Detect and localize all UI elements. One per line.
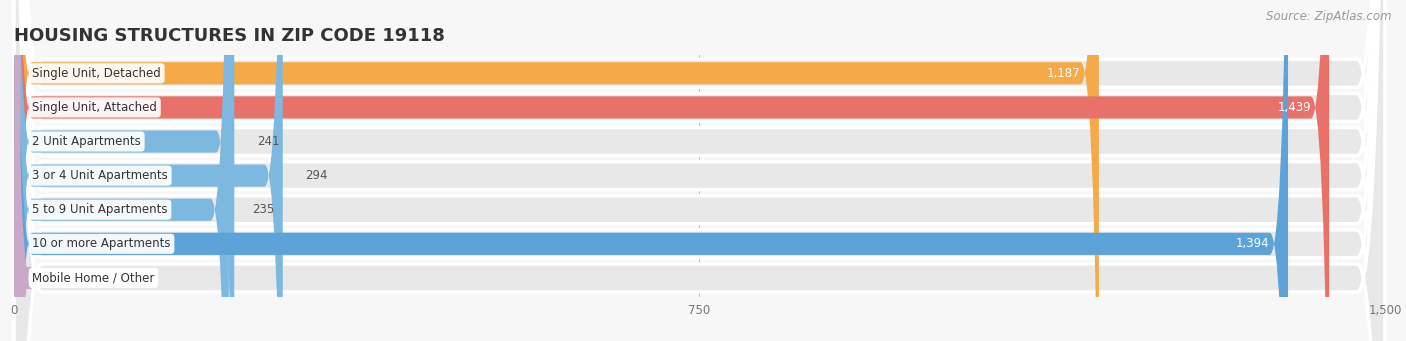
Text: 3 or 4 Unit Apartments: 3 or 4 Unit Apartments xyxy=(32,169,169,182)
Text: Single Unit, Attached: Single Unit, Attached xyxy=(32,101,157,114)
Text: 1,394: 1,394 xyxy=(1236,237,1270,250)
Text: Source: ZipAtlas.com: Source: ZipAtlas.com xyxy=(1267,10,1392,23)
Text: 5 to 9 Unit Apartments: 5 to 9 Unit Apartments xyxy=(32,203,167,216)
Text: 2 Unit Apartments: 2 Unit Apartments xyxy=(32,135,141,148)
FancyBboxPatch shape xyxy=(14,0,1385,341)
Text: 235: 235 xyxy=(252,203,274,216)
FancyBboxPatch shape xyxy=(14,0,1385,341)
FancyBboxPatch shape xyxy=(14,0,1099,341)
Text: 7: 7 xyxy=(44,271,51,284)
Text: 10 or more Apartments: 10 or more Apartments xyxy=(32,237,172,250)
FancyBboxPatch shape xyxy=(3,0,32,341)
Text: 241: 241 xyxy=(257,135,280,148)
FancyBboxPatch shape xyxy=(14,0,1329,341)
FancyBboxPatch shape xyxy=(14,0,1385,341)
FancyBboxPatch shape xyxy=(14,0,1385,341)
FancyBboxPatch shape xyxy=(14,0,1288,341)
Text: Mobile Home / Other: Mobile Home / Other xyxy=(32,271,155,284)
Text: 1,439: 1,439 xyxy=(1277,101,1310,114)
FancyBboxPatch shape xyxy=(14,0,1385,341)
Text: 1,187: 1,187 xyxy=(1047,67,1081,80)
Text: 294: 294 xyxy=(305,169,328,182)
FancyBboxPatch shape xyxy=(14,0,235,341)
Text: HOUSING STRUCTURES IN ZIP CODE 19118: HOUSING STRUCTURES IN ZIP CODE 19118 xyxy=(14,27,444,45)
FancyBboxPatch shape xyxy=(14,0,229,341)
FancyBboxPatch shape xyxy=(14,0,283,341)
Text: Single Unit, Detached: Single Unit, Detached xyxy=(32,67,162,80)
FancyBboxPatch shape xyxy=(14,0,1385,341)
FancyBboxPatch shape xyxy=(14,0,1385,341)
